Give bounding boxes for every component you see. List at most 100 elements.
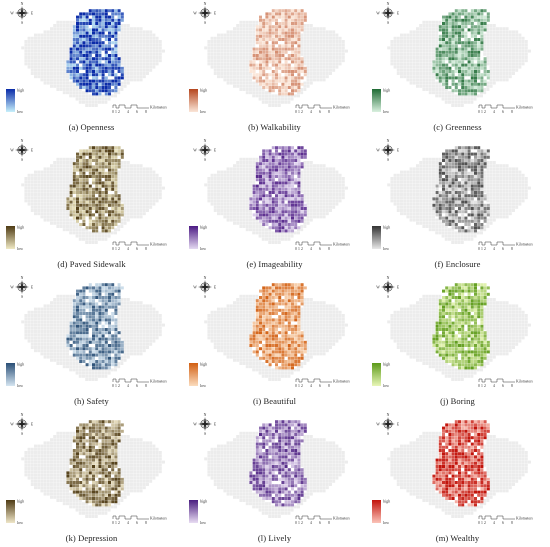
indicator-cell	[259, 191, 262, 194]
indicator-cell	[101, 484, 105, 488]
indicator-cell	[480, 433, 484, 436]
indicator-cell	[458, 92, 461, 96]
indicator-cell	[284, 15, 288, 19]
indicator-cell	[98, 334, 102, 338]
indicator-cell	[108, 223, 111, 226]
indicator-cell	[262, 461, 266, 465]
scale-unit-label: Kilometers	[516, 517, 533, 521]
indicator-cell	[435, 203, 439, 207]
indicator-cell	[297, 321, 301, 325]
indicator-cell	[259, 429, 262, 433]
indicator-cell	[448, 350, 452, 354]
indicator-cell	[451, 73, 455, 77]
indicator-cell	[291, 25, 294, 29]
indicator-cell	[297, 203, 301, 207]
indicator-cell	[300, 331, 304, 335]
indicator-cell	[448, 490, 452, 494]
indicator-cell	[108, 503, 111, 507]
indicator-cell	[88, 337, 92, 341]
indicator-cell	[284, 420, 288, 424]
compass-s-label: S	[21, 21, 23, 25]
indicator-cell	[477, 223, 481, 226]
indicator-cell	[111, 47, 115, 51]
indicator-cell	[262, 458, 266, 462]
indicator-cell	[79, 213, 83, 217]
indicator-cell	[480, 308, 484, 312]
indicator-cell	[477, 289, 481, 293]
indicator-cell	[111, 66, 115, 70]
indicator-cell	[467, 63, 471, 67]
indicator-cell	[79, 458, 83, 462]
indicator-cell	[88, 152, 92, 156]
indicator-cell	[287, 171, 291, 175]
indicator-cell	[278, 289, 282, 293]
indicator-cell	[275, 197, 278, 201]
indicator-cell	[265, 60, 269, 64]
indicator-cell	[467, 426, 471, 430]
base-map-grid	[204, 431, 348, 518]
indicator-cell	[461, 289, 465, 293]
indicator-cell	[474, 200, 477, 204]
indicator-cell	[281, 484, 285, 488]
indicator-cell	[438, 324, 442, 328]
indicator-cell	[281, 445, 285, 449]
indicator-cell	[287, 292, 291, 296]
indicator-cell	[114, 296, 118, 299]
indicator-cell	[461, 493, 465, 497]
indicator-cell	[445, 471, 449, 475]
indicator-cell	[265, 481, 269, 484]
indicator-cell	[467, 57, 471, 61]
indicator-cell	[464, 155, 468, 159]
indicator-cell	[95, 458, 99, 462]
indicator-cell	[291, 223, 294, 226]
indicator-cell	[108, 187, 111, 191]
indicator-cell	[117, 28, 121, 32]
indicator-cell	[85, 455, 89, 459]
indicator-cell	[114, 79, 118, 83]
indicator-cell	[108, 60, 111, 64]
indicator-cell	[265, 76, 269, 80]
indicator-cell	[104, 449, 108, 452]
indicator-cell	[79, 178, 83, 182]
indicator-cell	[294, 363, 298, 367]
indicator-cell	[467, 229, 471, 233]
indicator-cell	[435, 468, 439, 472]
indicator-cell	[98, 328, 102, 331]
indicator-cell	[474, 286, 477, 290]
legend-high-label: high	[200, 225, 207, 230]
indicator-cell	[111, 223, 115, 226]
indicator-cell	[284, 461, 288, 465]
scale-tick-label: 6	[319, 247, 321, 251]
indicator-cell	[104, 296, 108, 299]
indicator-cell	[287, 493, 291, 497]
indicator-cell	[76, 181, 79, 185]
indicator-cell	[294, 210, 298, 214]
indicator-cell	[467, 178, 471, 182]
scale-unit-label: Kilometers	[516, 243, 533, 247]
indicator-cell	[111, 318, 115, 322]
indicator-cell	[445, 15, 449, 19]
indicator-cell	[275, 12, 278, 16]
indicator-cell	[480, 321, 484, 325]
indicator-cell	[85, 47, 89, 51]
base-map-grid	[204, 157, 348, 244]
indicator-cell	[271, 442, 275, 446]
legend-low-label: low	[17, 520, 23, 525]
indicator-cell	[464, 82, 468, 86]
indicator-cell	[294, 226, 298, 230]
indicator-cell	[98, 162, 102, 166]
indicator-cell	[470, 213, 474, 217]
indicator-cell	[284, 331, 288, 335]
indicator-cell	[108, 165, 111, 169]
indicator-cell	[82, 191, 86, 194]
indicator-cell	[92, 423, 95, 427]
indicator-cell	[79, 439, 83, 443]
indicator-cell	[454, 171, 458, 175]
indicator-cell	[448, 22, 452, 25]
indicator-cell	[82, 445, 86, 449]
indicator-cell	[278, 465, 282, 468]
indicator-cell	[461, 360, 465, 363]
indicator-cell	[281, 152, 285, 156]
indicator-cell	[461, 420, 465, 424]
